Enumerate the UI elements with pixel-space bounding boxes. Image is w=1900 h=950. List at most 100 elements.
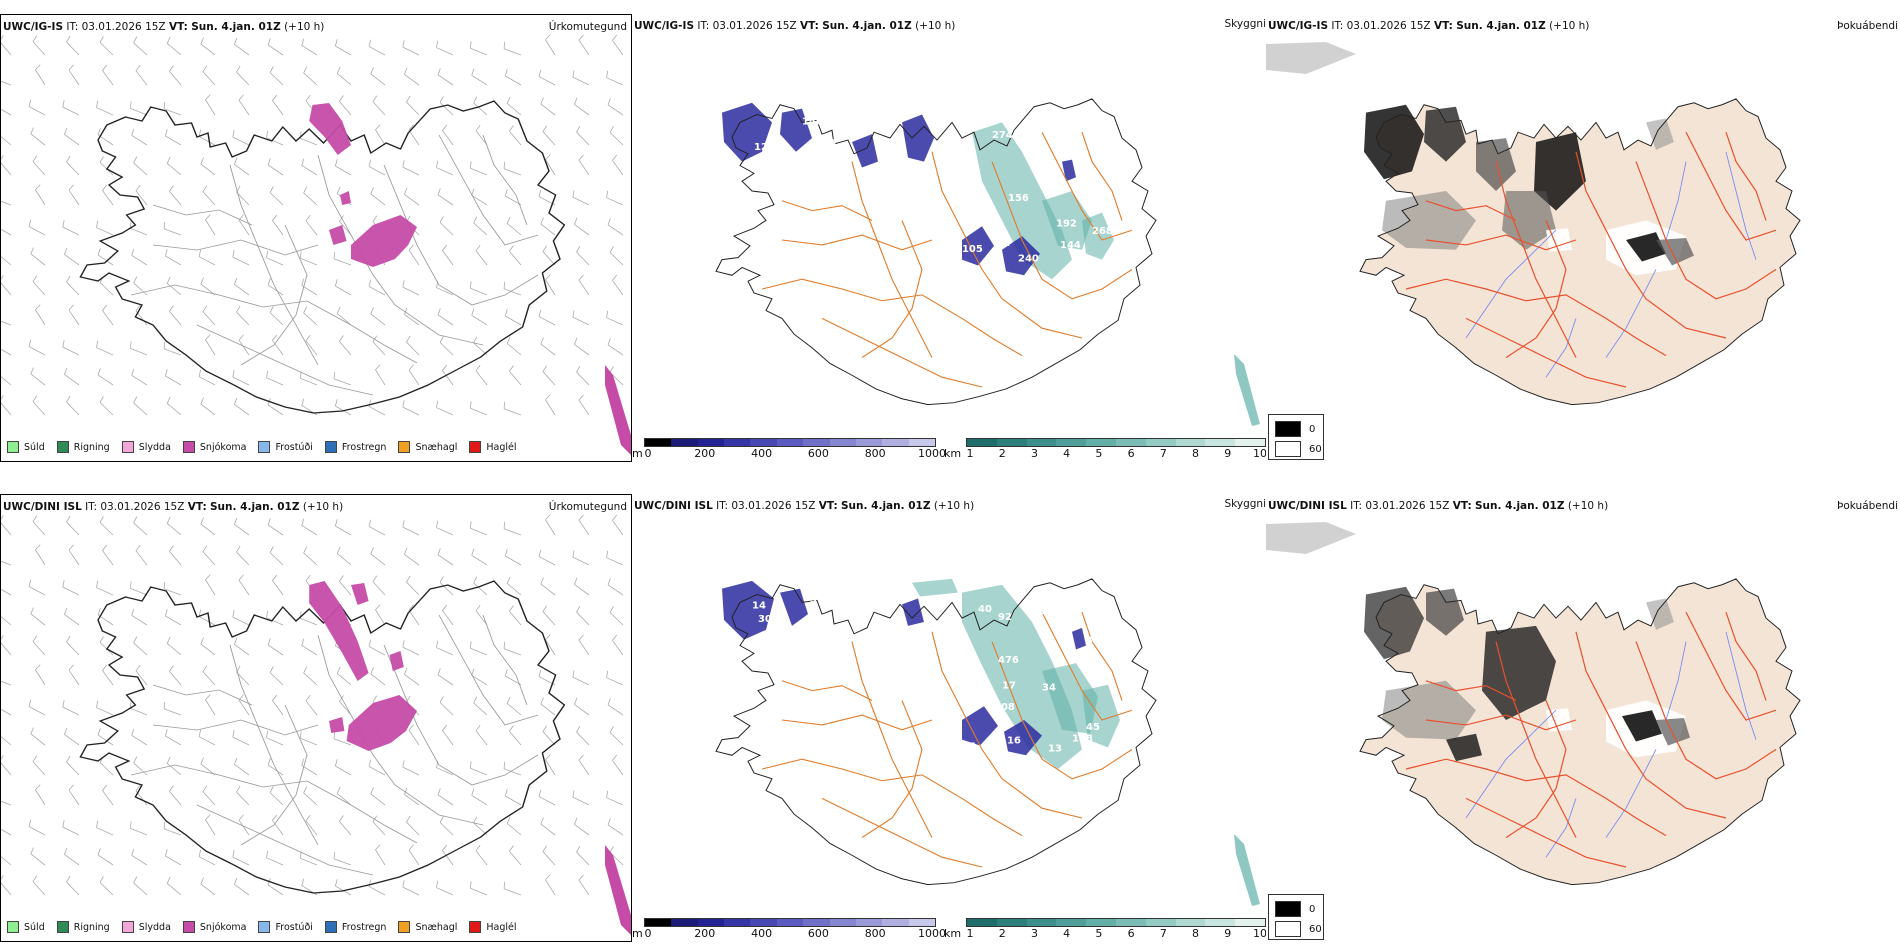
- river-line: [1605, 269, 1657, 358]
- road-line: [229, 164, 319, 366]
- wind-barb: [370, 667, 386, 686]
- wind-barb: [545, 754, 556, 776]
- wind-barb: [232, 610, 250, 626]
- wind-barb: [64, 127, 80, 146]
- colorbar-step: [1235, 439, 1265, 446]
- wind-barb: [68, 664, 80, 686]
- wind-barb: [1, 200, 12, 206]
- cloud-ceiling-shading: [722, 102, 1076, 276]
- wind-barb: [475, 364, 488, 386]
- wind-barb: [64, 847, 80, 866]
- colorbar-step: [697, 439, 725, 446]
- snowfall-area-offshore: [605, 365, 631, 455]
- wind-barb: [336, 306, 352, 326]
- fog-area: [1476, 138, 1516, 191]
- ceiling-value-label: 21: [1038, 606, 1052, 617]
- colorbar-step: [908, 439, 935, 446]
- legend-label: Snjókoma: [199, 921, 247, 933]
- colorbar-step: [996, 919, 1027, 926]
- ceiling-value-label: 13: [1048, 743, 1062, 754]
- wind-barb: [200, 157, 216, 176]
- wind-barb: [471, 188, 488, 206]
- wind-barb: [97, 728, 114, 746]
- wind-barb: [267, 158, 284, 176]
- wind-barb: [1, 635, 12, 656]
- wind-barb: [439, 816, 454, 836]
- road-line: [1725, 612, 1767, 701]
- wind-barb: [540, 337, 556, 356]
- wind-barb: [62, 700, 80, 716]
- wind-barb: [133, 636, 148, 656]
- precip-type-panel-top: UWC/IG-IS IT: 03.01.2026 15Z VT: Sun. 4.…: [0, 14, 632, 462]
- wind-barb: [471, 788, 488, 806]
- road-line: [1635, 161, 1777, 300]
- wind-barb: [469, 521, 488, 536]
- road-line: [229, 644, 319, 846]
- wind-barb: [96, 580, 114, 596]
- panel-title: Skyggni: [1224, 498, 1267, 510]
- wind-barb: [96, 100, 114, 116]
- ceiling-value-label: 65: [962, 741, 976, 752]
- wind-barb: [301, 758, 318, 776]
- river-line: [1545, 318, 1577, 378]
- river-line: [1465, 229, 1557, 339]
- wind-barb: [200, 637, 216, 656]
- colorbar-step: [697, 919, 725, 926]
- snowfall-area: [309, 581, 369, 681]
- colorbar-tick: 5: [1095, 927, 1103, 940]
- wind-barb: [406, 95, 420, 116]
- wind-barb: [102, 184, 114, 206]
- low-visibility-offshore: [1234, 834, 1260, 906]
- wind-barb: [540, 697, 556, 716]
- wind-barb: [545, 874, 556, 896]
- wind-barb: [404, 307, 420, 326]
- low-visibility-area: [962, 584, 1082, 769]
- wind-barb: [542, 605, 556, 626]
- wind-barb: [404, 187, 420, 206]
- wind-barb: [169, 65, 182, 86]
- wind-barb: [266, 850, 284, 866]
- ceiling-colorbar-swatches: [644, 438, 936, 447]
- wind-barb: [99, 276, 114, 296]
- wind-barb: [68, 64, 80, 86]
- roads: [130, 614, 539, 876]
- ceiling-value-label: 30: [758, 614, 772, 625]
- wind-barb: [198, 249, 216, 266]
- wind-barb: [606, 790, 624, 806]
- wind-barb: [578, 634, 590, 656]
- road-line: [1575, 631, 1727, 819]
- wind-barb: [266, 130, 284, 146]
- road-line: [781, 680, 873, 701]
- road-line: [152, 204, 253, 226]
- legend-item-1: Rigning: [56, 441, 110, 453]
- wind-barb: [572, 190, 590, 206]
- low-visibility-area: [1082, 212, 1114, 260]
- road-line: [1495, 641, 1577, 838]
- wind-barb: [439, 336, 454, 356]
- road-line: [383, 644, 539, 786]
- wind-barb: [32, 755, 46, 776]
- wind-barb: [607, 818, 624, 836]
- colorbar-tick: 9: [1224, 447, 1232, 460]
- legend-swatch: [324, 921, 337, 933]
- wind-barb: [96, 340, 114, 356]
- wind-barb: [131, 248, 148, 266]
- wind-barb: [234, 637, 250, 656]
- wind-barb: [574, 697, 590, 716]
- wind-barb: [236, 785, 250, 806]
- wind-barb: [28, 99, 46, 116]
- wind-barb: [612, 274, 624, 296]
- wind-barb: [475, 844, 488, 866]
- wind-barb: [99, 156, 114, 176]
- legend-label: Frostregn: [341, 441, 387, 453]
- wind-barb: [578, 514, 590, 536]
- wind-barb: [333, 371, 352, 386]
- colorbar-step: [829, 439, 856, 446]
- fog-area: [1364, 586, 1424, 660]
- wind-barb: [469, 401, 488, 416]
- fog-legend-row: 0: [1275, 901, 1315, 917]
- wind-barb: [333, 851, 352, 866]
- wind-barb: [62, 580, 80, 596]
- colorbar-tick: 200: [694, 927, 716, 940]
- wind-barb: [102, 64, 114, 86]
